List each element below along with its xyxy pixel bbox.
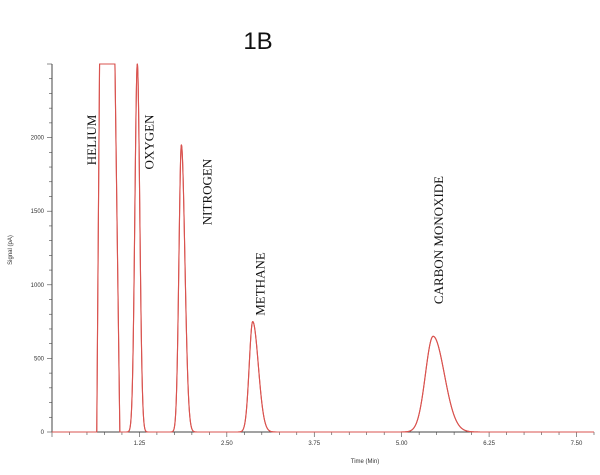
y-tick-label: 500	[34, 356, 45, 362]
y-tick-label: 1500	[31, 209, 45, 215]
chromatogram-trace	[51, 63, 595, 433]
x-tick-label: 1.25	[134, 441, 146, 447]
peak-nitrogen	[171, 144, 196, 433]
peak-methane	[238, 321, 276, 433]
peak-label-nitrogen: NITROGEN	[199, 158, 214, 225]
x-tick-label: 6.25	[483, 441, 495, 447]
x-axis-label: Time (Min)	[351, 459, 379, 465]
x-tick-label: 5.00	[396, 441, 408, 447]
peak-label-methane: METHANE	[253, 252, 268, 316]
peak-label-oxygen: OXYGEN	[141, 114, 156, 169]
y-tick-label: 1000	[31, 283, 45, 289]
x-tick-label: 7.50	[571, 441, 583, 447]
y-axis-label: Signal (pA)	[8, 235, 14, 265]
peak-carbon-monoxide	[401, 335, 479, 433]
y-tick-label: 0	[41, 430, 45, 436]
x-tick-label: 2.50	[221, 441, 233, 447]
trace-layer	[51, 63, 595, 433]
peak-label-carbon-monoxide: CARBON MONOXIDE	[431, 176, 446, 304]
axes: 0 500 1000 1500 2000 1.25 2.50 3.75 5.00 6.25 7.50	[31, 63, 595, 447]
x-tick-label: 3.75	[308, 441, 320, 447]
peak-helium	[96, 63, 121, 433]
peak-labels: HELIUM OXYGEN NITROGEN METHANE CARBON MONOXI…	[84, 114, 446, 316]
peak-label-helium: HELIUM	[84, 114, 99, 165]
y-tick-label: 2000	[31, 136, 45, 142]
peak-oxygen	[127, 63, 148, 433]
chart-title: 1B	[243, 28, 272, 55]
